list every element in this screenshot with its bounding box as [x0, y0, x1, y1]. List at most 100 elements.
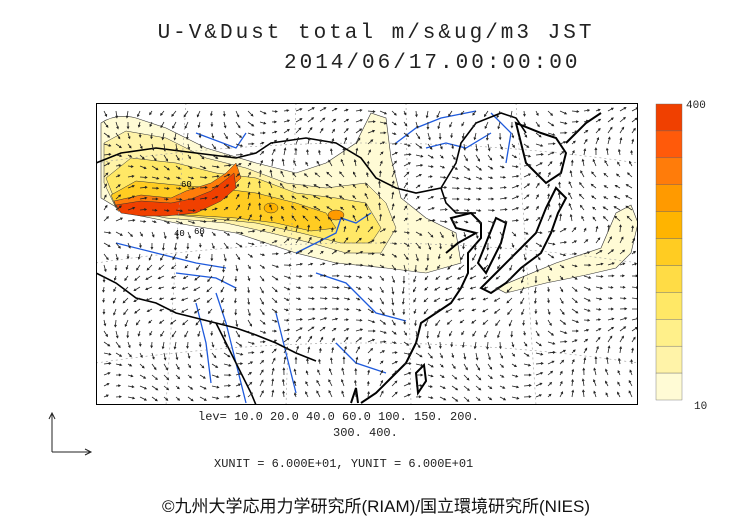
wind-arrow — [314, 216, 321, 222]
wind-arrow — [511, 242, 515, 248]
wind-arrow — [364, 203, 369, 211]
wind-arrow — [472, 121, 477, 128]
wind-arrow — [558, 202, 561, 211]
wind-arrow — [391, 391, 398, 398]
wind-arrow — [535, 394, 542, 398]
wind-arrow — [271, 367, 275, 376]
wind-arrow — [127, 154, 133, 158]
wind-arrow — [403, 341, 410, 346]
wind-arrow — [595, 318, 602, 322]
wind-arrow — [499, 374, 505, 378]
wind-arrow — [223, 363, 232, 367]
dust-level-400-region — [115, 172, 237, 217]
wind-arrow — [301, 205, 309, 211]
wind-arrow — [103, 341, 111, 347]
wind-arrow — [460, 253, 465, 261]
wind-arrow — [607, 107, 614, 112]
wind-arrow — [170, 297, 177, 301]
wind-arrow — [379, 213, 383, 222]
wind-arrow — [136, 264, 141, 271]
wind-arrow — [181, 286, 189, 290]
wind-arrow — [485, 132, 489, 141]
wind-arrow — [451, 154, 456, 161]
wind-arrow — [487, 220, 496, 224]
wind-arrow — [499, 231, 504, 239]
wind-arrow — [571, 349, 576, 354]
colorbar-cells — [655, 103, 683, 401]
wind-arrow — [462, 341, 465, 349]
wind-arrow — [342, 356, 346, 365]
wind-arrow — [437, 330, 441, 339]
wind-arrow — [523, 242, 528, 248]
wind-arrow — [307, 224, 311, 233]
wind-arrow — [124, 275, 129, 282]
wind-arrow — [591, 171, 597, 178]
wind-arrow — [602, 206, 609, 211]
wind-arrow — [162, 242, 165, 251]
wind-arrow — [319, 262, 326, 266]
wind-arrow — [379, 228, 387, 233]
wind-arrow — [146, 264, 153, 271]
wind-arrow — [282, 367, 286, 376]
wind-arrow — [187, 176, 195, 180]
wind-arrow — [175, 187, 182, 190]
wind-arrow — [511, 374, 519, 378]
wind-arrow — [331, 118, 337, 123]
wind-arrow — [223, 242, 229, 250]
wind-arrow — [223, 384, 232, 388]
wind-arrow — [439, 396, 447, 401]
wind-arrow — [319, 317, 328, 321]
dust-level-10-east-region — [495, 204, 638, 294]
wind-arrow — [415, 154, 424, 158]
wind-arrow — [506, 297, 513, 304]
wind-arrow — [354, 367, 358, 376]
wind-arrow — [295, 108, 303, 112]
wind-arrow — [175, 352, 179, 361]
wind-arrow — [207, 275, 213, 283]
wind-arrow — [325, 183, 333, 189]
wind-arrow — [355, 275, 363, 279]
wind-arrow — [235, 341, 243, 347]
wind-arrow — [210, 253, 214, 262]
wind-arrow — [268, 180, 273, 189]
chart-title: U-V&Dust total m/s&ug/m3 JST — [157, 22, 595, 45]
wind-arrow — [151, 374, 158, 381]
wind-arrow — [439, 196, 448, 200]
wind-arrow — [259, 350, 265, 354]
wind-arrow — [355, 356, 359, 365]
wind-arrow — [247, 181, 251, 189]
wind-arrow — [127, 143, 132, 149]
wind-arrow — [115, 205, 122, 211]
wind-arrow — [163, 385, 170, 391]
wind-arrow — [446, 319, 453, 325]
wind-arrow — [523, 206, 530, 211]
wind-arrow — [295, 127, 302, 134]
wind-arrow — [295, 250, 303, 255]
wind-arrow — [115, 341, 121, 349]
wind-arrow — [331, 108, 338, 112]
wind-arrow — [488, 197, 495, 201]
wind-arrow — [235, 153, 244, 157]
colorbar-cell — [655, 238, 683, 266]
wind-arrow — [283, 137, 289, 145]
wind-arrow — [535, 231, 543, 235]
wind-arrow — [499, 385, 506, 389]
wind-arrow — [331, 274, 340, 278]
wind-arrow — [607, 285, 614, 289]
wind-arrow — [223, 173, 231, 178]
wind-arrow — [487, 208, 496, 212]
wind-arrow — [439, 352, 443, 359]
wind-arrow — [295, 262, 304, 266]
wind-arrow — [367, 149, 371, 156]
wind-arrow — [163, 176, 171, 180]
wind-arrow — [283, 337, 290, 343]
wind-arrow — [340, 158, 345, 167]
wind-arrow — [497, 264, 501, 270]
wind-arrow — [235, 362, 244, 366]
wind-arrow — [524, 373, 532, 377]
wind-arrow — [115, 373, 122, 377]
wind-arrow — [571, 286, 578, 292]
wind-arrow — [123, 286, 129, 292]
wind-arrow — [427, 207, 435, 211]
wind-arrow — [160, 121, 165, 129]
